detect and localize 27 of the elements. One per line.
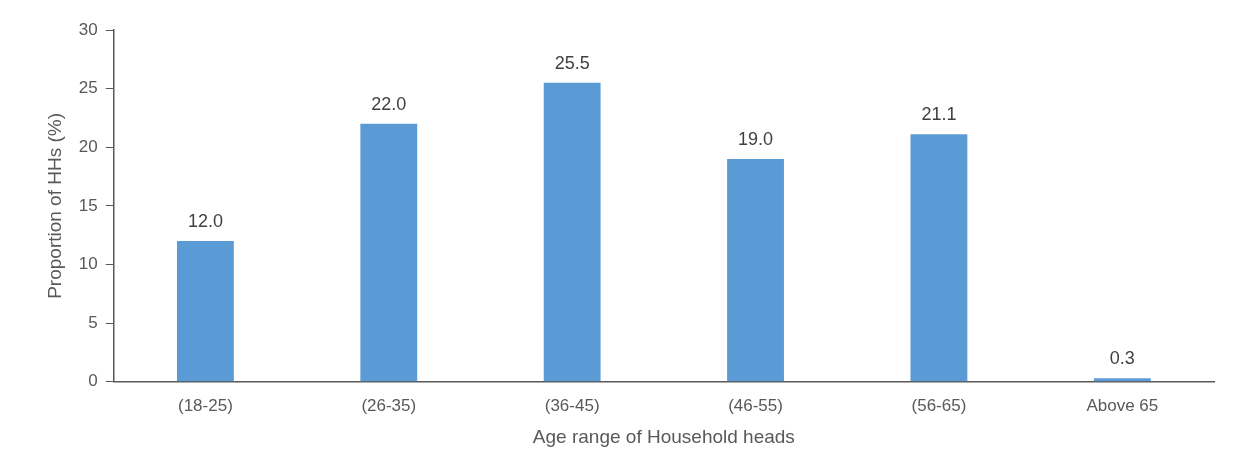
x-axis-title: Age range of Household heads [532,425,795,447]
y-tick-label: 5 [88,312,98,332]
data-label: 0.3 [1109,348,1135,369]
x-tick-label: Above 65 [1086,395,1159,415]
data-label: 25.5 [554,52,590,73]
y-tick-label: 30 [78,19,98,39]
data-label: 12.0 [187,211,223,232]
bar [176,241,234,382]
x-tick-label: (36-45) [544,395,600,415]
bar [543,82,601,382]
x-tick-label: (26-35) [361,395,417,415]
x-tick-label: (18-25) [177,395,233,415]
bar [1093,378,1151,382]
x-tick-label: (56-65) [911,395,967,415]
y-axis-title: Proportion of HHs (%) [43,112,65,299]
bar [727,158,784,382]
y-tick-label: 0 [88,371,98,391]
x-tick-label: (46-55) [728,395,783,415]
data-label: 22.0 [371,93,407,114]
bar [910,134,968,382]
y-tick-label: 20 [78,136,98,156]
y-tick-label: 15 [78,195,98,215]
y-tick-label: 10 [78,254,98,274]
bar [360,123,418,382]
data-label: 21.1 [921,104,957,125]
y-tick-label: 25 [78,78,98,98]
data-label: 19.0 [738,128,774,149]
